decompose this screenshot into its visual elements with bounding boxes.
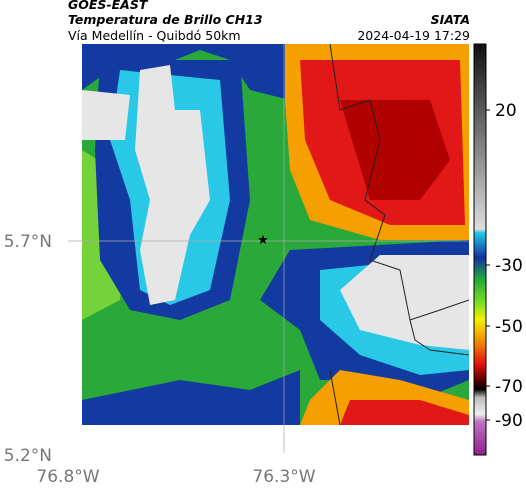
- colorbar-label: -90: [495, 411, 523, 431]
- lon-tick-label: 76.8°W: [36, 467, 99, 487]
- timestamp: 2024-04-19 17:29: [357, 28, 470, 43]
- colorbar-label: -30: [495, 256, 523, 276]
- source: SIATA: [431, 12, 470, 27]
- lon-tick-label: 76.3°W: [252, 467, 315, 487]
- title: GOES-EAST: [68, 0, 149, 12]
- lat-tick-label: 5.7°N: [4, 232, 52, 252]
- satellite-image: [82, 44, 469, 425]
- colorbar-ticks: [486, 109, 490, 421]
- colorbar-label: 20: [495, 101, 517, 121]
- colorbar-label: -50: [495, 317, 523, 337]
- location: Vía Medellín - Quibdó 50km: [68, 28, 241, 43]
- lat-tick-label: 5.2°N: [4, 446, 52, 466]
- colorbar-label: -70: [495, 377, 523, 397]
- colorbar: [473, 43, 487, 456]
- station-marker: ★: [257, 233, 269, 248]
- subtitle: Temperatura de Brillo CH13: [68, 12, 263, 27]
